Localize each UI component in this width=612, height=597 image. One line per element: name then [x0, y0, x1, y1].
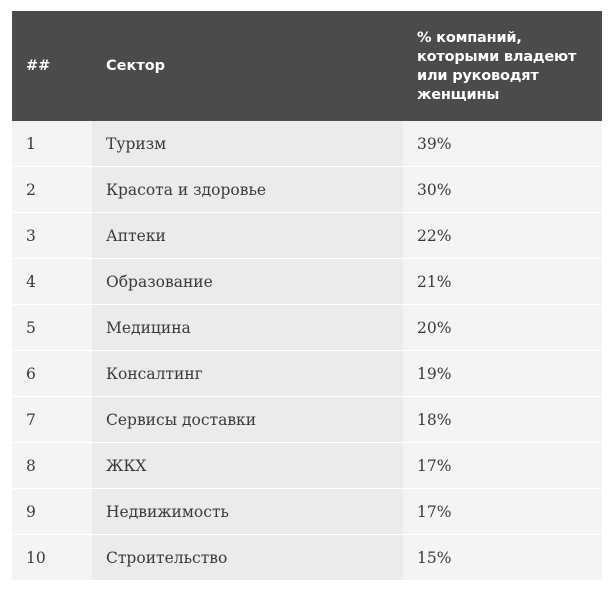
row-number: 4	[12, 259, 92, 305]
header-percent-text: % компаний, которыми владеют или руковод…	[417, 29, 576, 105]
data-table: ## Сектор % компаний, которыми владеют и…	[12, 11, 602, 581]
row-percent: 18%	[403, 397, 602, 443]
row-number: 3	[12, 213, 92, 259]
header-percent: % компаний, которыми владеют или руковод…	[403, 11, 602, 121]
row-number: 10	[12, 535, 92, 581]
row-number: 7	[12, 397, 92, 443]
row-sector: Сервисы доставки	[92, 397, 403, 443]
row-percent: 17%	[403, 489, 602, 535]
row-percent: 17%	[403, 443, 602, 489]
row-percent: 19%	[403, 351, 602, 397]
row-number: 6	[12, 351, 92, 397]
row-percent: 30%	[403, 167, 602, 213]
row-sector: Туризм	[92, 121, 403, 167]
row-number: 9	[12, 489, 92, 535]
row-sector: Медицина	[92, 305, 403, 351]
row-number: 1	[12, 121, 92, 167]
header-percent-line: % компаний,	[417, 30, 522, 46]
row-percent: 15%	[403, 535, 602, 581]
row-percent: 22%	[403, 213, 602, 259]
table-body: 1 Туризм 39% 2 Красота и здоровье 30% 3 …	[12, 121, 602, 581]
row-sector: Красота и здоровье	[92, 167, 403, 213]
table-header: ## Сектор % компаний, которыми владеют и…	[12, 11, 602, 121]
row-percent: 20%	[403, 305, 602, 351]
row-number: 2	[12, 167, 92, 213]
row-sector: Аптеки	[92, 213, 403, 259]
row-sector: Строительство	[92, 535, 403, 581]
row-number: 5	[12, 305, 92, 351]
row-sector: Консалтинг	[92, 351, 403, 397]
row-sector: ЖКХ	[92, 443, 403, 489]
row-sector: Недвижимость	[92, 489, 403, 535]
row-percent: 21%	[403, 259, 602, 305]
header-percent-line: женщины	[417, 87, 500, 103]
header-number: ##	[12, 11, 92, 121]
row-sector: Образование	[92, 259, 403, 305]
header-percent-line: которыми владеют	[417, 49, 577, 65]
header-sector: Сектор	[92, 11, 403, 121]
row-number: 8	[12, 443, 92, 489]
row-percent: 39%	[403, 121, 602, 167]
header-percent-line: или руководят	[417, 68, 539, 84]
